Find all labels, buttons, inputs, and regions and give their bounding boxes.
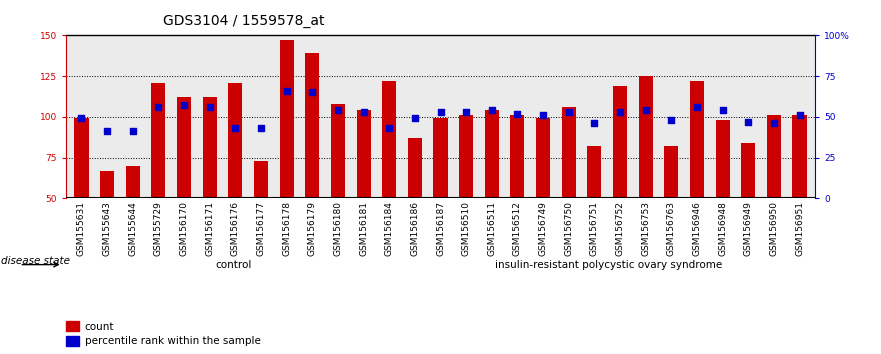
- Bar: [305, 53, 319, 198]
- Text: GSM156179: GSM156179: [307, 201, 317, 256]
- Text: GDS3104 / 1559578_at: GDS3104 / 1559578_at: [164, 14, 325, 28]
- Text: GSM156951: GSM156951: [795, 201, 804, 256]
- Point: [793, 112, 807, 118]
- Point: [254, 125, 268, 131]
- Bar: [382, 81, 396, 198]
- Text: GSM156187: GSM156187: [436, 201, 445, 256]
- Text: GSM156948: GSM156948: [718, 201, 727, 256]
- Text: disease state: disease state: [1, 256, 70, 266]
- Bar: [485, 110, 499, 198]
- Point: [510, 111, 524, 116]
- Text: GSM156511: GSM156511: [487, 201, 496, 256]
- Text: GSM156750: GSM156750: [564, 201, 574, 256]
- Point: [203, 104, 217, 110]
- Bar: [126, 166, 140, 198]
- Point: [382, 125, 396, 131]
- Text: GSM156763: GSM156763: [667, 201, 676, 256]
- Point: [459, 109, 473, 115]
- Text: GSM156950: GSM156950: [769, 201, 779, 256]
- Bar: [588, 146, 602, 198]
- Point: [562, 109, 576, 115]
- Text: GSM156186: GSM156186: [411, 201, 419, 256]
- Point: [74, 116, 88, 121]
- Bar: [664, 146, 678, 198]
- Point: [331, 108, 345, 113]
- Point: [588, 120, 602, 126]
- Text: percentile rank within the sample: percentile rank within the sample: [85, 336, 261, 346]
- Text: control: control: [216, 259, 252, 270]
- Point: [126, 129, 140, 134]
- Point: [279, 88, 293, 93]
- Text: GSM156949: GSM156949: [744, 201, 752, 256]
- Text: GSM155644: GSM155644: [129, 201, 137, 256]
- Bar: [793, 115, 807, 198]
- Bar: [459, 115, 473, 198]
- Point: [485, 108, 499, 113]
- Point: [639, 108, 653, 113]
- Bar: [741, 143, 755, 198]
- Bar: [74, 119, 88, 198]
- Text: GSM156181: GSM156181: [359, 201, 368, 256]
- Text: GSM156170: GSM156170: [180, 201, 189, 256]
- Point: [690, 104, 704, 110]
- Bar: [562, 107, 576, 198]
- Bar: [254, 161, 268, 198]
- Point: [766, 120, 781, 126]
- Bar: [536, 119, 550, 198]
- Point: [741, 119, 755, 125]
- Bar: [408, 138, 422, 198]
- Point: [715, 108, 729, 113]
- Text: GSM156178: GSM156178: [282, 201, 291, 256]
- Point: [177, 103, 191, 108]
- Point: [228, 125, 242, 131]
- Bar: [690, 81, 704, 198]
- Bar: [66, 336, 79, 346]
- Point: [357, 109, 371, 115]
- Bar: [639, 76, 653, 198]
- Text: GSM156512: GSM156512: [513, 201, 522, 256]
- Bar: [177, 97, 191, 198]
- Text: GSM156753: GSM156753: [641, 201, 650, 256]
- Text: GSM156171: GSM156171: [205, 201, 214, 256]
- Text: GSM156184: GSM156184: [385, 201, 394, 256]
- Point: [613, 109, 627, 115]
- Point: [433, 109, 448, 115]
- Bar: [715, 120, 729, 198]
- Point: [664, 117, 678, 123]
- Text: GSM155643: GSM155643: [102, 201, 112, 256]
- Text: GSM156751: GSM156751: [590, 201, 599, 256]
- Bar: [228, 82, 242, 198]
- Text: GSM155631: GSM155631: [77, 201, 86, 256]
- Text: GSM156180: GSM156180: [333, 201, 343, 256]
- Text: GSM155729: GSM155729: [154, 201, 163, 256]
- Bar: [331, 104, 345, 198]
- Point: [152, 104, 166, 110]
- Text: GSM156510: GSM156510: [462, 201, 470, 256]
- Bar: [433, 119, 448, 198]
- Point: [305, 90, 319, 95]
- Text: GSM156752: GSM156752: [616, 201, 625, 256]
- Bar: [510, 115, 524, 198]
- Bar: [357, 110, 371, 198]
- Bar: [613, 86, 627, 198]
- Text: count: count: [85, 321, 114, 332]
- Text: GSM156946: GSM156946: [692, 201, 701, 256]
- Text: GSM156176: GSM156176: [231, 201, 240, 256]
- Text: GSM156749: GSM156749: [538, 201, 548, 256]
- Bar: [766, 115, 781, 198]
- Point: [100, 129, 115, 134]
- Bar: [66, 321, 79, 331]
- Point: [536, 112, 550, 118]
- Bar: [279, 40, 293, 198]
- Point: [408, 116, 422, 121]
- Bar: [152, 82, 166, 198]
- Text: GSM156177: GSM156177: [256, 201, 265, 256]
- Text: insulin-resistant polycystic ovary syndrome: insulin-resistant polycystic ovary syndr…: [495, 259, 722, 270]
- Bar: [203, 97, 217, 198]
- Bar: [100, 171, 115, 198]
